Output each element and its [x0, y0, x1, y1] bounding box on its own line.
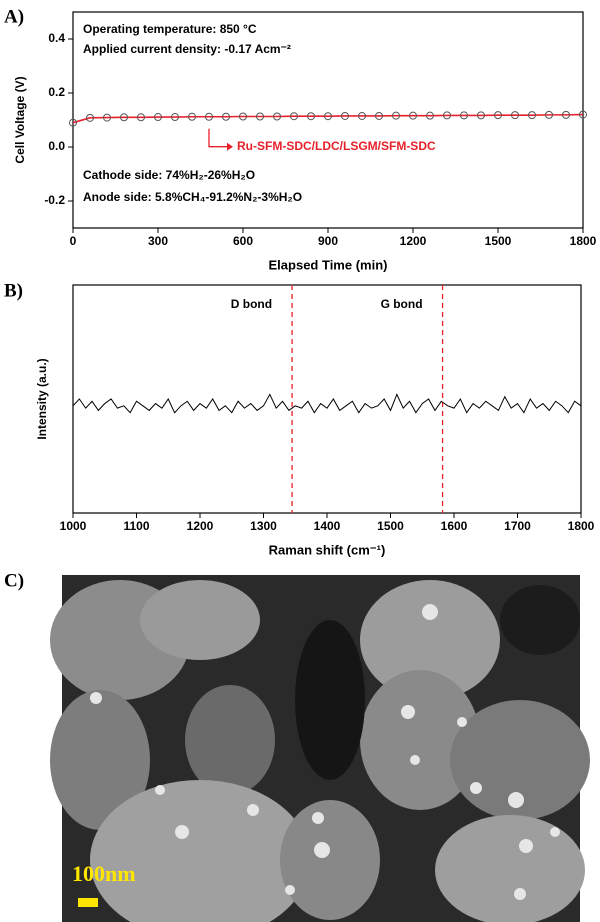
x-tick-label: 1200 [400, 234, 427, 248]
reference-label: G bond [381, 297, 423, 311]
x-tick-label: 1200 [187, 519, 214, 533]
x-tick-label: 0 [70, 234, 77, 248]
marker [137, 113, 145, 122]
annotation: Operating temperature: 850 °C [83, 22, 257, 36]
x-tick-label: 1400 [314, 519, 341, 533]
x-tick-label: 1600 [441, 519, 468, 533]
marker [494, 111, 502, 120]
marker [324, 112, 332, 121]
x-tick-label: 1000 [60, 519, 87, 533]
x-tick-label: 300 [148, 234, 168, 248]
annotation: Cathode side: 74%H₂-26%H₂O [83, 168, 255, 182]
marker [239, 112, 247, 121]
annotation: Anode side: 5.8%CH₄-91.2%N₂-3%H₂O [83, 190, 302, 204]
marker [290, 112, 298, 121]
marker [375, 111, 383, 120]
legend-arrowhead [227, 142, 233, 151]
annotation: Applied current density: -0.17 Acm⁻² [83, 42, 291, 56]
marker [392, 111, 400, 120]
marker [307, 112, 315, 121]
marker [511, 111, 519, 120]
marker [154, 113, 162, 122]
marker [256, 112, 264, 121]
marker [579, 110, 587, 119]
y-tick-label: 0.0 [48, 139, 65, 153]
x-axis-label: Elapsed Time (min) [269, 257, 388, 272]
x-tick-label: 1300 [250, 519, 277, 533]
x-tick-label: 1800 [568, 519, 595, 533]
marker [409, 111, 417, 120]
y-axis-label: Intensity (a.u.) [35, 358, 49, 439]
legend-arrow [208, 128, 227, 148]
marker [460, 111, 468, 120]
marker [69, 118, 77, 127]
marker [477, 111, 485, 120]
plot-frame [72, 284, 582, 514]
panel-label: B) [4, 280, 23, 301]
sem-image [50, 575, 590, 922]
x-tick-label: 1100 [123, 519, 149, 533]
marker [443, 111, 451, 120]
marker [528, 111, 536, 120]
marker [426, 111, 434, 120]
x-tick-label: 900 [318, 234, 338, 248]
x-tick-label: 1700 [504, 519, 531, 533]
marker [120, 113, 128, 122]
marker [171, 113, 179, 122]
marker [358, 111, 366, 120]
marker [341, 111, 349, 120]
y-tick-label: 0.2 [48, 85, 65, 99]
x-axis-label: Raman shift (cm⁻¹) [269, 542, 386, 557]
panel-label: C) [4, 570, 24, 591]
marker [562, 110, 570, 119]
y-axis-label: Cell Voltage (V) [13, 76, 27, 163]
marker [103, 113, 111, 122]
marker [545, 110, 553, 119]
marker [188, 112, 196, 121]
x-tick-label: 1500 [377, 519, 404, 533]
marker [273, 112, 281, 121]
marker [222, 112, 230, 121]
marker [205, 112, 213, 121]
marker [86, 113, 94, 122]
y-tick-label: 0.4 [48, 31, 65, 45]
series-line [72, 393, 582, 414]
panel-label: A) [4, 6, 24, 27]
y-tick-label: -0.2 [44, 193, 65, 207]
scale-bar-label: 100nm [72, 861, 136, 886]
x-tick-label: 1800 [570, 234, 597, 248]
reference-label: D bond [231, 297, 272, 311]
x-tick-label: 600 [233, 234, 253, 248]
legend-label: Ru-SFM-SDC/LDC/LSGM/SFM-SDC [237, 139, 436, 153]
x-tick-label: 1500 [485, 234, 512, 248]
series-line [72, 113, 584, 124]
